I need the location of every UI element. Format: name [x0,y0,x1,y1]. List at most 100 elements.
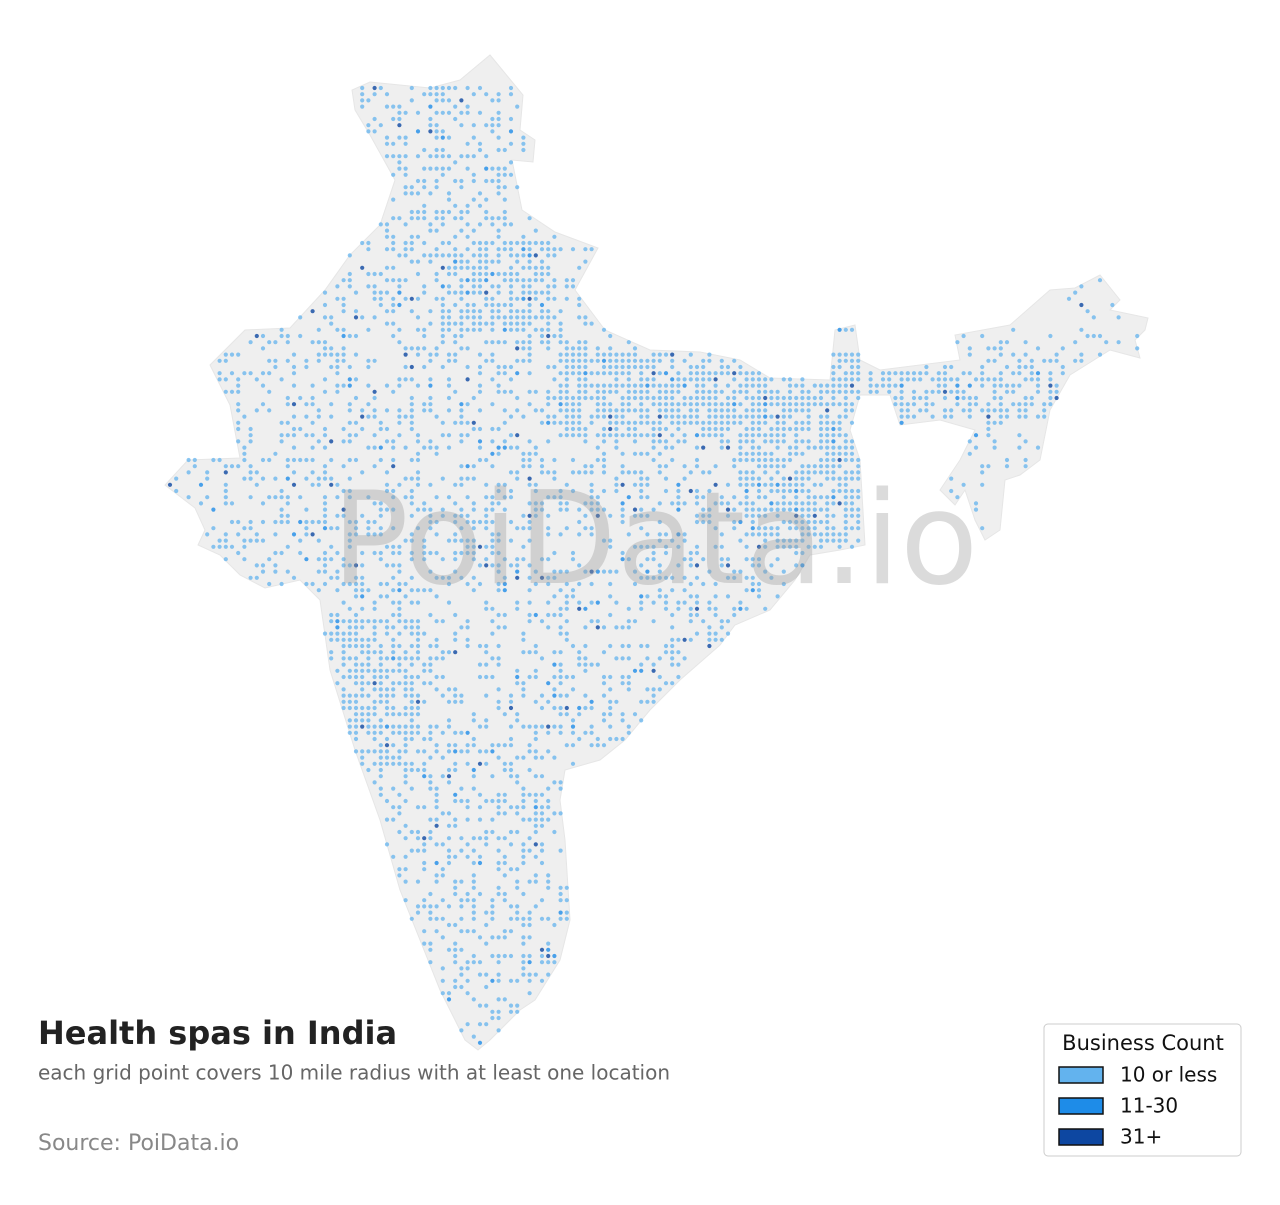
grid-point [298,315,303,320]
grid-point [707,408,712,413]
grid-point [496,588,501,593]
grid-point [843,327,848,332]
grid-point [911,377,917,382]
grid-point [949,389,954,394]
grid-point [719,495,724,500]
grid-point [223,482,228,487]
grid-point [998,352,1003,357]
grid-point [403,619,408,624]
grid-point [837,327,842,332]
grid-point [775,488,780,494]
grid-point [626,557,631,562]
grid-point [428,836,433,841]
grid-point [422,836,427,841]
grid-point [1042,414,1047,419]
grid-point [446,377,452,382]
grid-point [484,693,489,698]
grid-point [670,681,675,686]
grid-point [570,724,576,729]
grid-point [806,495,811,500]
grid-point [564,408,569,413]
grid-point [496,216,501,221]
grid-point [769,395,774,401]
grid-point [763,395,768,401]
grid-point [614,364,619,370]
grid-point [477,1003,483,1008]
grid-point [446,718,452,723]
grid-point [459,464,464,469]
grid-point [490,321,495,326]
grid-point [583,346,588,351]
grid-point [843,371,848,376]
grid-point [657,451,662,456]
grid-point [645,575,650,580]
grid-point [409,495,414,500]
grid-point [428,569,433,574]
grid-point [589,743,594,748]
grid-point [391,296,396,301]
grid-point [707,433,712,438]
grid-point [366,414,371,419]
grid-point [787,538,793,543]
grid-point [564,278,569,283]
grid-point [515,271,520,277]
grid-point [707,643,712,649]
grid-point [1073,358,1078,363]
grid-point [310,532,315,537]
grid-point [285,519,290,525]
grid-point [614,625,619,630]
grid-point [787,476,793,481]
grid-point [986,377,991,382]
grid-point [738,414,743,419]
grid-point [329,364,334,370]
grid-point [477,284,483,289]
grid-point [453,265,458,270]
grid-point [397,805,402,810]
grid-point [502,792,507,797]
grid-point [794,402,799,407]
grid-point [558,668,563,673]
grid-point [490,544,495,549]
grid-point [310,395,315,401]
grid-point [496,699,501,704]
grid-point [291,364,297,370]
grid-point [422,364,427,370]
grid-point [806,414,811,419]
grid-point [496,98,501,103]
grid-point [924,364,929,370]
grid-point [663,476,669,481]
grid-point [502,327,507,332]
grid-point [539,408,545,413]
grid-point [552,612,557,618]
grid-point [1017,364,1022,370]
grid-point [843,408,848,413]
grid-point [329,612,334,618]
grid-point [651,550,656,556]
grid-point [490,563,495,568]
grid-point [459,315,464,320]
grid-point [967,383,972,388]
grid-point [670,433,675,438]
grid-point [812,526,817,531]
grid-point [632,569,638,574]
grid-point [744,414,749,419]
grid-point [434,594,439,599]
grid-point [527,240,532,246]
grid-point [527,476,532,481]
grid-point [781,482,786,487]
grid-point [360,674,365,680]
grid-point [558,780,563,785]
grid-point [546,240,551,246]
grid-point [843,532,848,537]
grid-point [366,681,371,686]
grid-point [391,805,396,810]
grid-point [453,116,458,122]
grid-point [701,470,706,475]
grid-point [688,414,693,419]
grid-point [936,383,941,388]
grid-point [446,904,452,909]
grid-point [1054,358,1059,363]
grid-point [1029,395,1034,401]
grid-point [744,389,749,394]
grid-point [496,625,501,630]
